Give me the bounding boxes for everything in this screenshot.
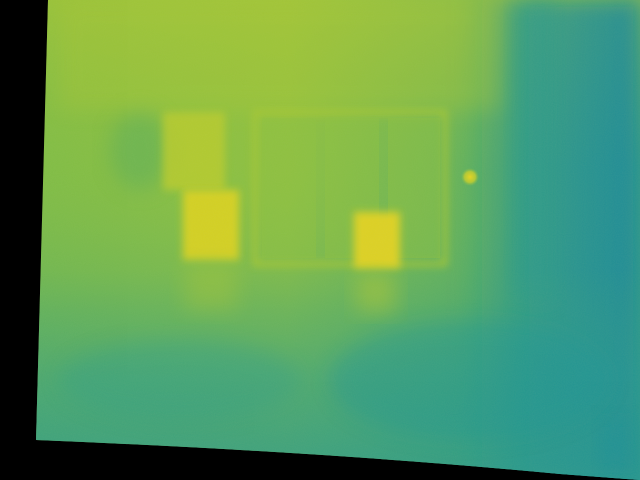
thermal-frame: [36, 0, 640, 480]
thermal-scene: [36, 0, 640, 480]
